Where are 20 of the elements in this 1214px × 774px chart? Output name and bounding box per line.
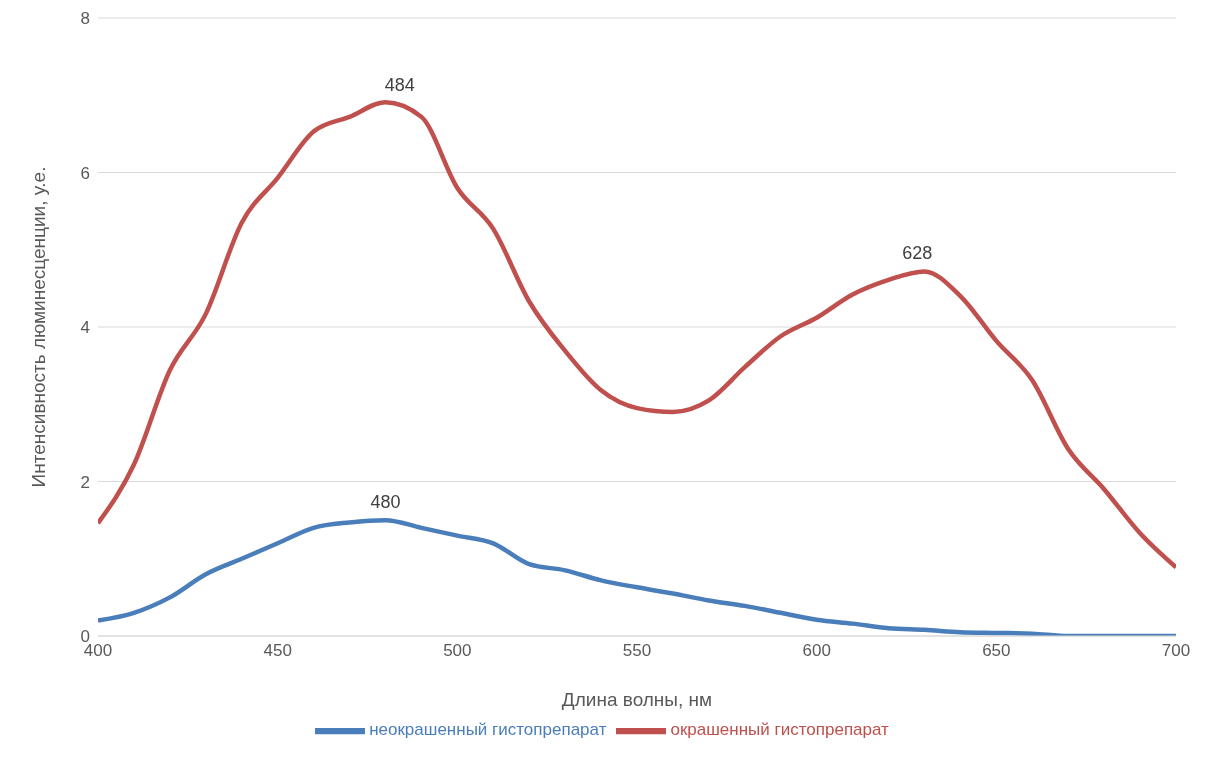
line-series bbox=[98, 99, 1176, 570]
y-axis-title: Интенсивность люминесценции, у.е. bbox=[27, 166, 49, 488]
x-tick-label: 450 bbox=[263, 641, 292, 661]
x-tick-label: 500 bbox=[443, 641, 472, 661]
y-tick-label: 8 bbox=[80, 9, 90, 29]
x-tick-label: 700 bbox=[1161, 641, 1191, 661]
line-series bbox=[98, 517, 1176, 636]
y-tick-label: 4 bbox=[80, 318, 90, 338]
y-tick-label: 2 bbox=[80, 472, 90, 492]
legend-label: неокрашенный гистопрепарат bbox=[369, 720, 607, 740]
y-tick-label: 6 bbox=[80, 163, 90, 183]
x-tick-label: 550 bbox=[622, 641, 652, 661]
annotation: 480 bbox=[370, 492, 401, 513]
x-axis-title: Длина волны, нм bbox=[561, 689, 713, 710]
x-tick-label: 650 bbox=[982, 641, 1011, 661]
legend-label: окрашенный гистопрепарат bbox=[670, 720, 889, 740]
annotation: 484 bbox=[384, 74, 415, 95]
annotation: 628 bbox=[902, 243, 933, 264]
x-tick-label: 600 bbox=[802, 641, 831, 661]
x-tick-label: 400 bbox=[83, 641, 113, 661]
